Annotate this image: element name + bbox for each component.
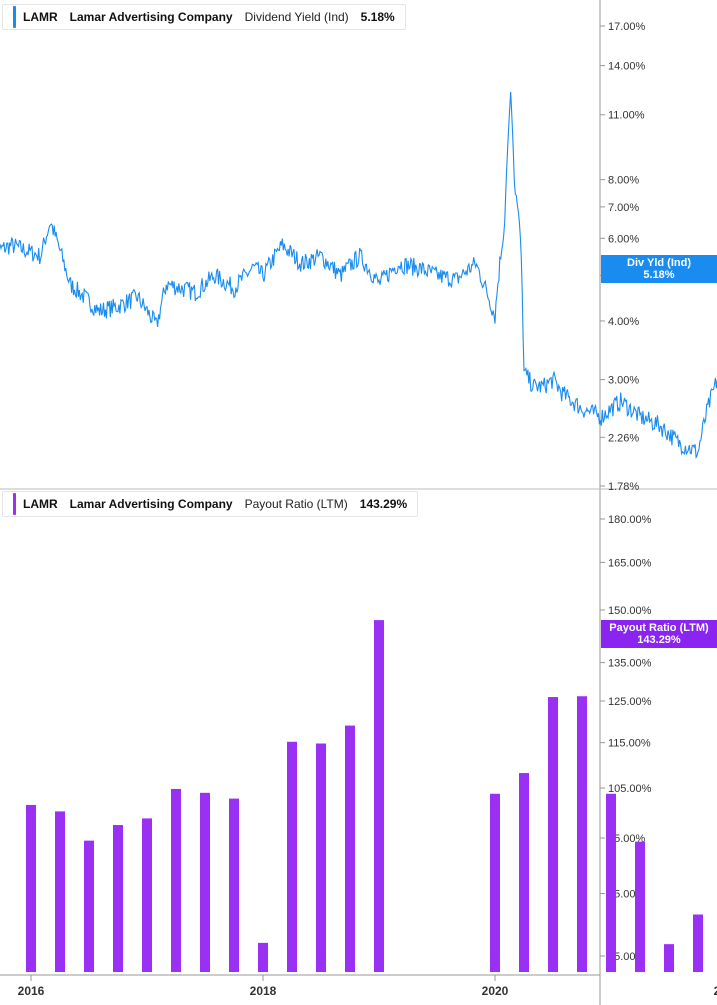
payout-bar (548, 697, 558, 972)
payout-bar (635, 841, 645, 972)
y-tick-label: 4.00% (608, 316, 639, 328)
top-legend: LAMR Lamar Advertising Company Dividend … (2, 4, 406, 30)
payout-bar (316, 743, 326, 972)
y-tick-label: 6.00% (608, 233, 639, 245)
payout-bar (693, 914, 703, 972)
payout-tag-value: 143.29% (637, 634, 681, 646)
payout-bar (664, 944, 674, 972)
legend-ticker: LAMR (23, 497, 58, 511)
payout-tag-label: Payout Ratio (LTM) (609, 622, 709, 634)
y-tick-label: 8.00% (608, 175, 639, 187)
payout-bar (84, 840, 94, 972)
y-tick-label: 150.00% (608, 605, 652, 617)
payout-bar (113, 825, 123, 972)
x-tick-label: 2022 (714, 984, 717, 998)
yield-series-line (0, 91, 717, 459)
payout-bar (374, 620, 384, 972)
payout-bar (490, 793, 500, 972)
legend-metric: Payout Ratio (LTM) (244, 497, 348, 511)
y-tick-label: 2.26% (608, 432, 639, 444)
y-tick-label: 165.00% (608, 557, 652, 569)
legend-company: Lamar Advertising Company (69, 497, 233, 511)
yield-value-tag: Div Yld (Ind) 5.18% (601, 255, 717, 283)
payout-bar (229, 798, 239, 972)
legend-company: Lamar Advertising Company (69, 10, 233, 24)
y-tick-label: 3.00% (608, 375, 639, 387)
legend-color-swatch (13, 6, 16, 28)
payout-bar (287, 741, 297, 972)
x-tick-label: 2020 (482, 984, 509, 998)
payout-bar (577, 696, 587, 972)
bottom-legend: LAMR Lamar Advertising Company Payout Ra… (2, 491, 419, 517)
x-tick-label: 2016 (18, 984, 45, 998)
yield-tag-label: Div Yld (Ind) (627, 257, 691, 269)
legend-value: 143.29% (359, 497, 408, 511)
payout-bar (606, 793, 616, 972)
y-tick-label: 135.00% (608, 658, 652, 670)
payout-value-tag: Payout Ratio (LTM) 143.29% (601, 620, 717, 648)
y-tick-label: 115.00% (608, 738, 651, 750)
payout-bar (142, 818, 152, 972)
legend-ticker: LAMR (23, 10, 58, 24)
payout-bar (258, 942, 268, 972)
yield-tag-value: 5.18% (643, 269, 675, 281)
payout-bar (55, 811, 65, 972)
legend-color-swatch (13, 493, 16, 515)
x-tick-label: 2018 (250, 984, 277, 998)
payout-bar (519, 773, 529, 972)
y-tick-label: 17.00% (608, 21, 646, 33)
payout-bar (200, 792, 210, 972)
payout-bar (345, 725, 355, 972)
y-tick-label: 105.00% (608, 783, 652, 795)
legend-metric: Dividend Yield (Ind) (244, 10, 349, 24)
payout-bar (26, 804, 36, 972)
y-tick-label: 125.00% (608, 696, 652, 708)
y-tick-label: 1.78% (608, 481, 639, 493)
payout-bar (171, 788, 181, 972)
y-tick-label: 7.00% (608, 202, 639, 214)
legend-value: 5.18% (360, 10, 395, 24)
y-tick-label: 14.00% (608, 61, 646, 73)
y-tick-label: 11.00% (608, 110, 645, 122)
y-tick-label: 180.00% (608, 514, 652, 526)
